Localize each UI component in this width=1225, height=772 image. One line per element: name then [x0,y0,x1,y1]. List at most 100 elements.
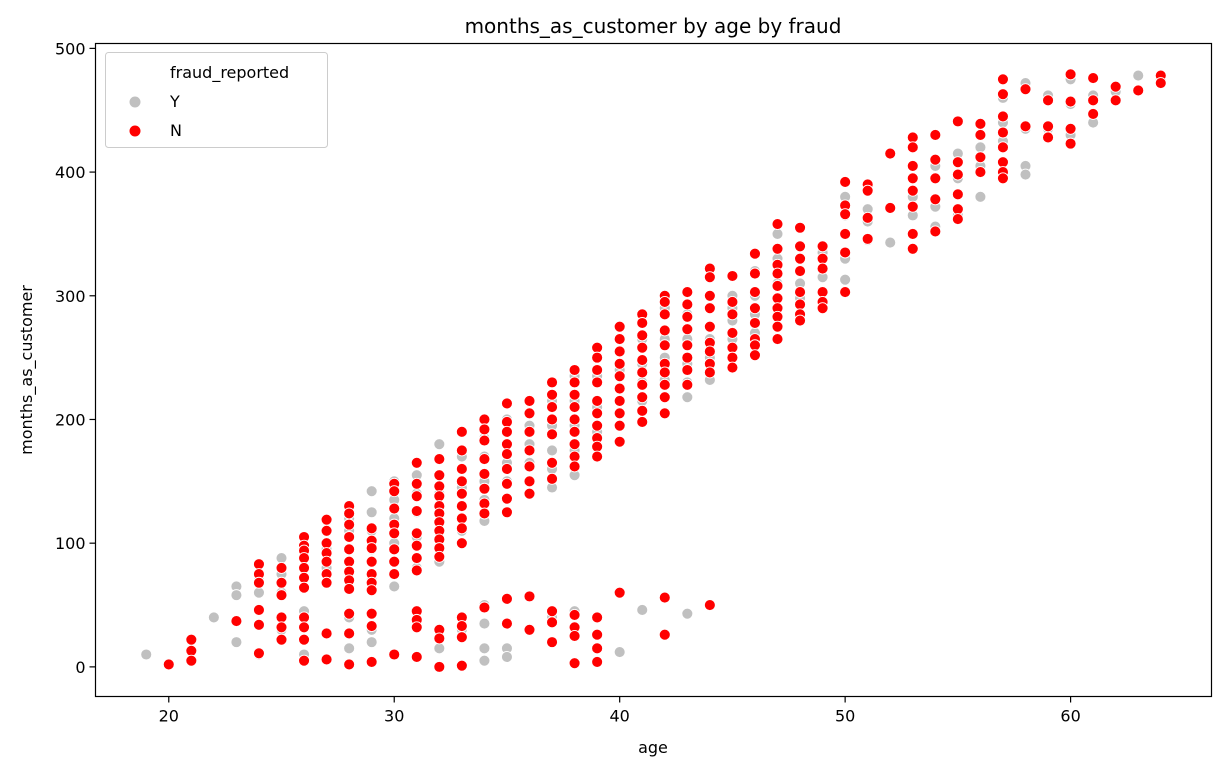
point-n-222 [703,366,716,379]
point-n-155 [568,608,581,621]
axes-frame [94,42,1213,698]
point-n-4 [230,615,243,628]
y-tick-label-400: 400 [55,163,86,182]
point-y-3 [230,589,243,602]
point-n-90 [433,550,446,563]
point-n-169 [591,611,604,624]
point-n-96 [455,463,468,475]
point-n-281 [906,227,919,240]
point-y-163 [1132,69,1145,82]
point-n-94 [455,425,468,438]
chart-title: months_as_customer by age by fraud [465,14,842,38]
point-n-237 [749,339,761,352]
point-n-322 [1154,77,1167,89]
point-n-276 [906,141,919,154]
point-n-240 [771,242,784,255]
point-n-317 [1087,107,1100,120]
point-n-314 [1064,137,1077,150]
point-n-290 [951,168,964,181]
point-n-207 [681,298,694,311]
point-n-282 [906,242,919,255]
point-n-302 [997,141,1009,154]
point-n-140 [546,428,558,441]
point-n-193 [636,416,649,428]
point-n-101 [455,522,468,535]
point-n-105 [455,631,468,644]
y-tick-label-0: 0 [75,658,85,677]
point-n-107 [478,413,491,426]
point-n-129 [523,425,536,438]
point-n-92 [433,632,446,645]
point-n-173 [613,320,626,333]
point-n-159 [591,341,604,354]
point-n-238 [749,349,761,362]
point-n-113 [478,497,491,510]
legend-label-n: N [170,121,182,140]
point-y-103 [681,607,694,620]
point-n-218 [703,320,716,333]
point-n-12 [275,576,288,589]
point-n-9 [253,618,265,631]
point-n-130 [523,444,536,457]
point-n-40 [343,531,356,543]
point-y-23 [365,485,378,498]
point-n-309 [1042,120,1055,133]
point-n-128 [523,407,536,420]
point-n-308 [1042,94,1055,107]
point-n-250 [794,240,806,253]
point-n-152 [568,438,581,451]
point-n-20 [298,552,310,564]
point-n-170 [591,628,604,641]
point-n-258 [816,252,829,265]
point-n-136 [546,376,558,389]
point-n-120 [501,448,513,461]
point-n-299 [997,88,1009,101]
point-n-100 [455,512,468,525]
point-n-146 [568,364,581,376]
point-n-181 [613,419,626,432]
point-n-295 [974,129,987,141]
point-n-233 [749,286,761,299]
point-n-124 [501,506,513,519]
point-n-227 [726,326,739,339]
point-n-319 [1109,94,1122,107]
point-n-27 [298,654,310,667]
y-tick-label-200: 200 [55,410,86,429]
point-n-28 [320,513,333,526]
point-n-202 [658,391,671,404]
point-n-15 [275,621,288,634]
point-n-161 [591,364,604,376]
point-n-279 [906,184,919,197]
point-n-72 [410,527,423,540]
point-n-32 [320,555,333,568]
point-n-231 [749,247,761,260]
point-n-306 [1019,83,1032,96]
point-n-280 [906,200,919,213]
point-n-266 [839,227,852,240]
point-n-312 [1064,95,1077,108]
point-y-102 [681,391,694,404]
point-y-58 [478,642,491,655]
point-n-63 [388,527,401,540]
point-n-138 [546,401,558,414]
point-n-320 [1132,84,1145,97]
point-n-75 [410,564,423,577]
point-n-253 [794,286,806,299]
point-n-38 [343,507,356,520]
point-n-52 [365,555,378,568]
point-n-55 [365,584,378,597]
point-n-224 [726,270,739,282]
point-n-45 [343,582,356,595]
point-n-210 [681,339,694,352]
point-n-25 [298,621,310,634]
point-n-151 [568,425,581,438]
x-axis: 20 30 40 50 60 [159,696,1081,726]
point-n-111 [478,467,491,480]
point-y-59 [478,654,491,667]
point-n-277 [906,159,919,172]
point-n-195 [658,296,671,308]
point-n-7 [253,576,265,589]
point-n-212 [681,364,694,376]
point-n-216 [703,289,716,302]
point-n-271 [861,211,874,224]
